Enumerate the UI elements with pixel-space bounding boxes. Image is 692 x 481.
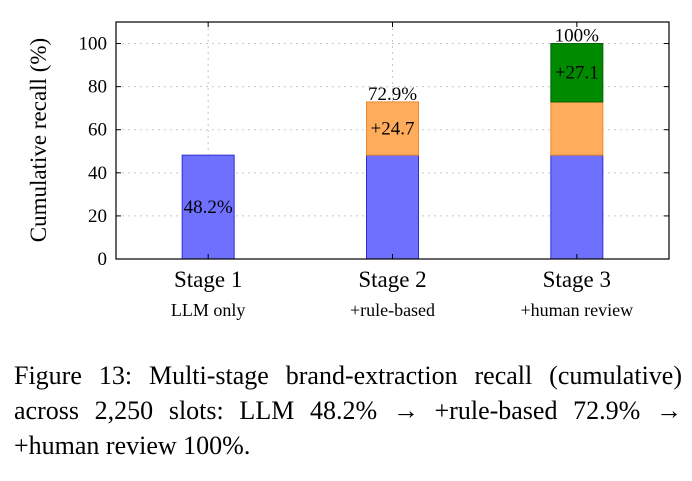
- figure-caption: Figure 13: Multi-stage brand-extraction …: [14, 361, 682, 460]
- x-category-label: Stage 1: [174, 267, 242, 292]
- segment-label: +27.1: [555, 63, 599, 84]
- y-axis-label: Cumulative recall (%): [26, 38, 51, 242]
- bar-segment: [550, 154, 604, 260]
- bar-segment: [550, 101, 604, 156]
- segment-label: 48.2%: [184, 197, 233, 218]
- bar-segment: [181, 154, 235, 260]
- y-tick-label: 60: [88, 120, 107, 141]
- bar-segment: [366, 154, 419, 260]
- x-category-label: Stage 2: [358, 267, 426, 292]
- bars: [181, 43, 604, 260]
- recall-chart: 0 20 40 60 80 100 Stage 1 LLM only Stage 2 +rule-…: [26, 21, 670, 320]
- y-tick-label: 40: [88, 163, 107, 184]
- segment-label: +24.7: [371, 119, 415, 140]
- total-label: 72.9%: [368, 84, 417, 105]
- y-tick-label: 80: [88, 77, 107, 98]
- x-category-sublabel: +rule-based: [350, 300, 435, 320]
- y-tick-label: 20: [88, 206, 107, 227]
- bar-segment: [550, 43, 604, 103]
- total-label: 100%: [555, 26, 600, 47]
- bar-segment: [366, 101, 419, 156]
- x-category-label: Stage 3: [543, 267, 611, 292]
- y-tick-label: 100: [79, 34, 108, 55]
- axis-ticks: 0 20 40 60 80 100 Stage 1 LLM only Stage 2 +rule-…: [79, 22, 669, 320]
- x-category-sublabel: LLM only: [171, 300, 246, 320]
- data-labels: 48.2% +24.7 +27.1 72.9% 100%: [184, 26, 600, 219]
- x-category-sublabel: +human review: [521, 300, 634, 320]
- y-tick-label: 0: [98, 249, 108, 270]
